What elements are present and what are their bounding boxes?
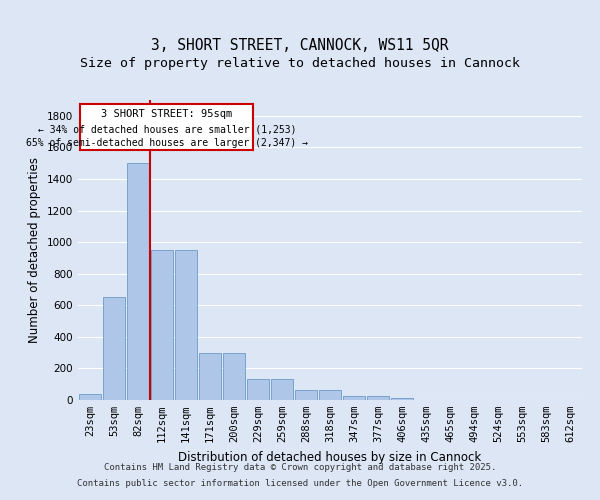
Text: 3, SHORT STREET, CANNOCK, WS11 5QR: 3, SHORT STREET, CANNOCK, WS11 5QR [151, 38, 449, 52]
X-axis label: Distribution of detached houses by size in Cannock: Distribution of detached houses by size … [178, 450, 482, 464]
Bar [343, 396, 365, 400]
Text: Contains public sector information licensed under the Open Government Licence v3: Contains public sector information licen… [77, 478, 523, 488]
Bar [151, 250, 173, 400]
Bar [199, 354, 221, 400]
Bar [295, 390, 317, 400]
Bar [79, 394, 101, 400]
Bar [223, 354, 245, 400]
Text: 65% of semi-detached houses are larger (2,347) →: 65% of semi-detached houses are larger (… [26, 138, 308, 148]
Text: 3 SHORT STREET: 95sqm: 3 SHORT STREET: 95sqm [101, 109, 232, 119]
Bar [103, 298, 125, 400]
Text: ← 34% of detached houses are smaller (1,253): ← 34% of detached houses are smaller (1,… [38, 124, 296, 134]
Bar [271, 380, 293, 400]
Bar [247, 380, 269, 400]
Y-axis label: Number of detached properties: Number of detached properties [28, 157, 41, 343]
Text: Contains HM Land Registry data © Crown copyright and database right 2025.: Contains HM Land Registry data © Crown c… [104, 464, 496, 472]
Text: Size of property relative to detached houses in Cannock: Size of property relative to detached ho… [80, 57, 520, 70]
Bar [367, 396, 389, 400]
Bar [175, 250, 197, 400]
Bar [127, 163, 149, 400]
Bar [391, 398, 413, 400]
Bar [319, 390, 341, 400]
